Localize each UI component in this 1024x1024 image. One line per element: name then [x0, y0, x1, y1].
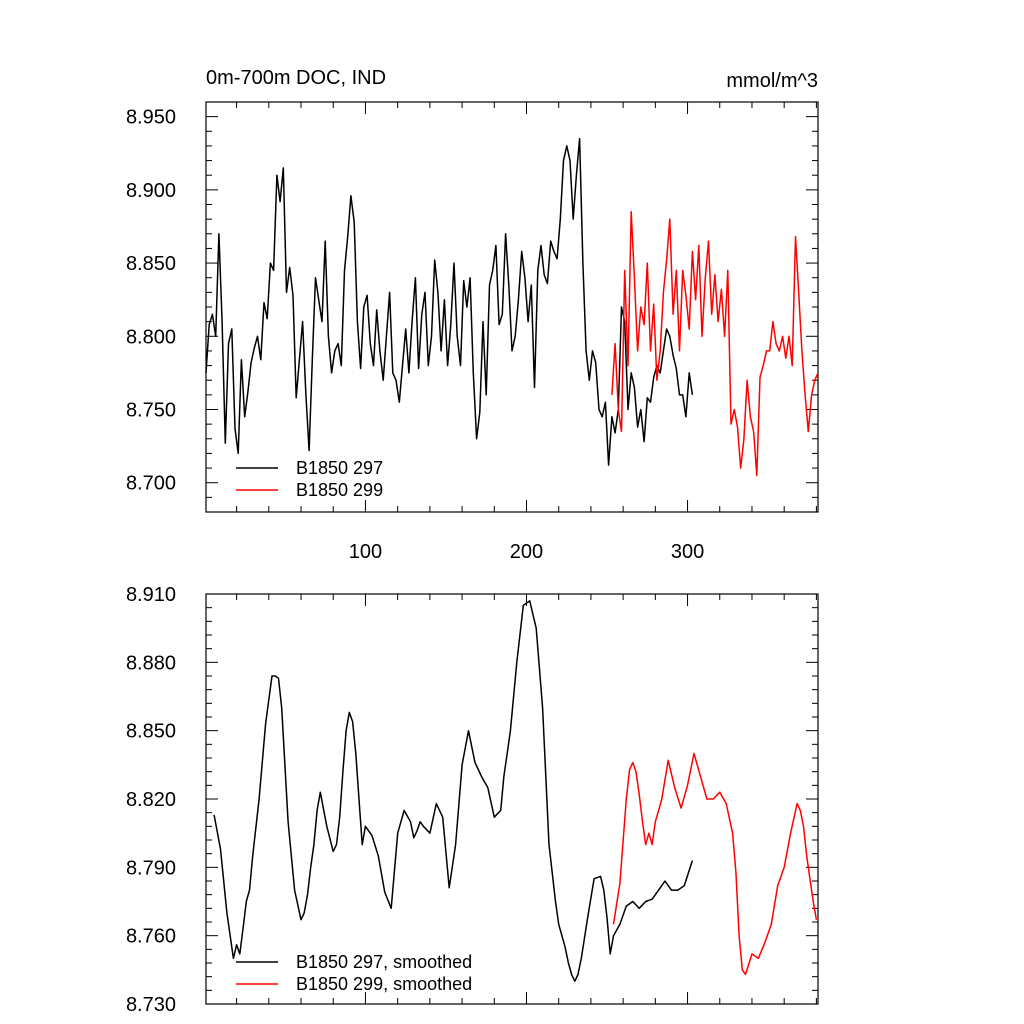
x-tick-label: 300	[671, 541, 704, 563]
x-tick-label: 200	[510, 541, 543, 563]
legend-label: B1850 297	[296, 458, 383, 478]
y-tick-label: 8.850	[126, 253, 176, 275]
y-tick-label: 8.950	[126, 107, 176, 129]
y-tick-label: 8.820	[126, 789, 176, 811]
legend-label: B1850 299, smoothed	[296, 974, 472, 994]
plot-frame	[206, 594, 818, 1004]
y-tick-label: 8.750	[126, 400, 176, 422]
y-tick-label: 8.730	[126, 994, 176, 1016]
top-plot-title: 0m-700m DOC, IND	[206, 67, 386, 89]
y-tick-label: 8.760	[126, 926, 176, 948]
top-plot-units: mmol/m^3	[726, 70, 818, 92]
series-line-1	[214, 601, 692, 981]
top-plot: 0m-700m DOC, IND mmol/m^3 100 200 300 8.700…	[126, 67, 818, 563]
y-tick-label: 8.700	[126, 473, 176, 495]
bottom-plot: 8.730 8.760 8.790 8.820 8.850 8.880 8.910 B1850…	[126, 584, 818, 1016]
series-line-2	[614, 753, 817, 974]
y-tick-label: 8.790	[126, 857, 176, 879]
x-tick-label: 100	[349, 541, 382, 563]
legend-label: B1850 297, smoothed	[296, 952, 472, 972]
y-tick-label: 8.850	[126, 721, 176, 743]
y-tick-label: 8.900	[126, 180, 176, 202]
y-tick-label: 8.800	[126, 326, 176, 348]
y-tick-label: 8.880	[126, 652, 176, 674]
legend-label: B1850 299	[296, 480, 383, 500]
y-tick-label: 8.910	[126, 584, 176, 606]
